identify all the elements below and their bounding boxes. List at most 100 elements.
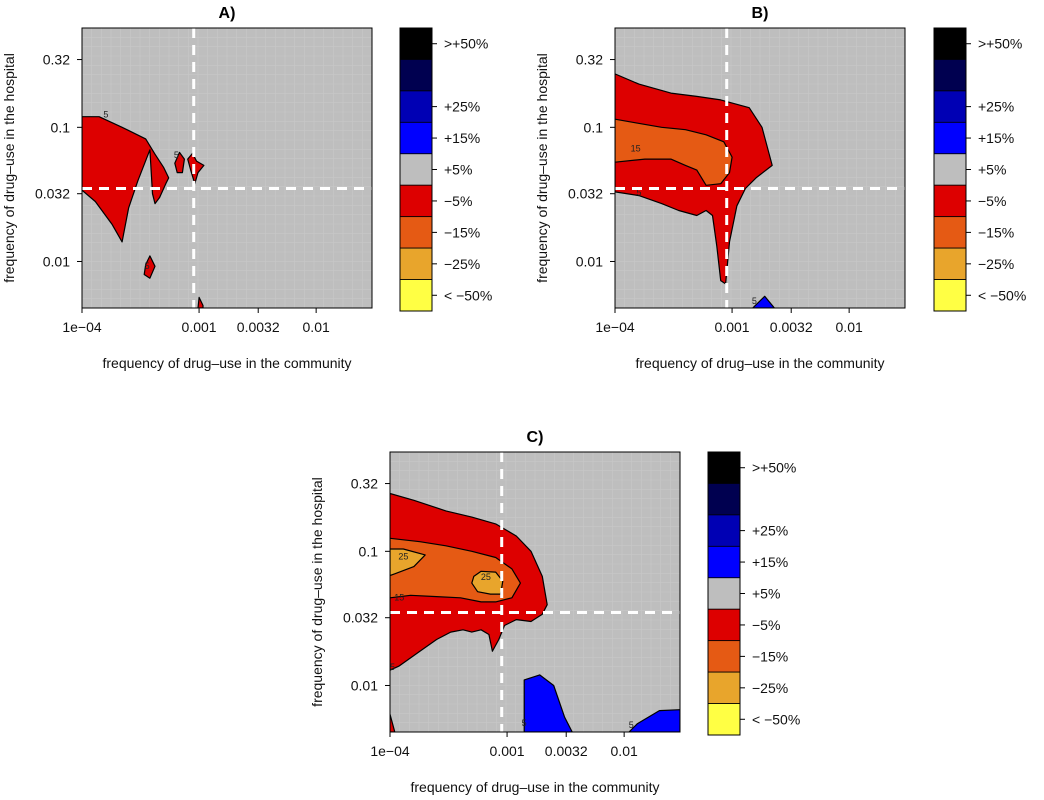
color-key-label: +5% [444, 162, 472, 178]
contour-label: 5 [522, 718, 527, 728]
contour-region [615, 118, 733, 186]
y-tick-label: 0.032 [35, 186, 70, 202]
color-key-swatch [933, 27, 967, 60]
contour-label: 5 [752, 296, 757, 306]
contour-label: 15 [631, 144, 641, 154]
color-key-label: >+50% [444, 36, 488, 52]
color-key-label: −5% [444, 193, 472, 209]
color-key-label: >+50% [752, 460, 796, 476]
color-key-swatch [399, 184, 433, 218]
grid-texture [82, 28, 372, 308]
color-key-swatch [933, 59, 967, 92]
color-key-swatch [707, 671, 741, 704]
color-key-swatch [707, 483, 741, 516]
color-key-swatch [399, 59, 433, 92]
x-tick-label: 0.001 [715, 319, 750, 335]
contour-label: 15 [394, 592, 404, 602]
color-key-label: −15% [978, 224, 1014, 240]
color-key-swatch [933, 184, 967, 218]
color-key-label: +25% [752, 523, 788, 539]
color-key-label: −15% [752, 648, 788, 664]
color-key-swatch [707, 577, 741, 610]
y-tick-label: 0.1 [359, 543, 379, 559]
contour-regions: 5 5 5 [82, 110, 205, 308]
color-key-label: −25% [444, 256, 480, 272]
panel-title: B) [752, 5, 769, 22]
contour-region [390, 713, 396, 732]
y-tick-label: 0.32 [576, 52, 603, 68]
contour-label: 5 [390, 662, 395, 672]
x-tick-label: 0.0032 [237, 319, 280, 335]
color-key-swatch [399, 121, 433, 155]
color-key-swatch [399, 153, 433, 186]
color-key-label: +5% [978, 162, 1006, 178]
y-axis-label: frequency of drug–use in the hospital [534, 53, 550, 283]
color-key-swatch [399, 279, 433, 312]
x-tick-label: 0.001 [182, 319, 217, 335]
panel-a: 5 5 5 A) 1e−04 0.001 0.0032 0.01 0.01 0.032 0.1 0.3… [1, 5, 492, 371]
x-tick-label: 0.0032 [545, 743, 588, 759]
x-tick-label: 1e−04 [595, 319, 635, 335]
color-key: >+50% +25% +15% +5% −5% −15% −25% < −50% [399, 27, 492, 312]
contour-region [628, 709, 680, 732]
contour-region [197, 296, 204, 308]
x-tick-label: 0.01 [303, 319, 330, 335]
color-key-swatch [707, 514, 741, 547]
contour-label: 5 [636, 188, 641, 198]
color-key-label: +15% [444, 130, 480, 146]
color-key-label: +25% [444, 99, 480, 115]
color-key-swatch [933, 216, 967, 249]
x-tick-label: 0.01 [611, 743, 638, 759]
x-axis-label: frequency of drug–use in the community [410, 779, 659, 795]
color-key-swatch [399, 27, 433, 60]
color-key-swatch [933, 153, 967, 186]
contour-label: 25 [398, 551, 408, 561]
color-key-frame [399, 27, 433, 312]
contour-regions: 25 25 15 5 5 5 [390, 492, 680, 732]
color-key-label: −25% [752, 680, 788, 696]
color-key-label: −15% [444, 224, 480, 240]
contour-label: 5 [145, 261, 150, 271]
color-key-frame [933, 27, 967, 312]
color-key-swatch [707, 703, 741, 736]
x-axis-label: frequency of drug–use in the community [635, 355, 884, 371]
y-axis-label: frequency of drug–use in the hospital [1, 53, 17, 283]
contour-region [752, 295, 776, 308]
color-key-label: +15% [752, 554, 788, 570]
y-tick-label: 0.01 [576, 253, 603, 269]
color-key-swatch [707, 545, 741, 579]
contour-region [523, 674, 573, 732]
plot-frame [614, 27, 906, 309]
color-key-swatch [707, 451, 741, 484]
y-axis-label: frequency of drug–use in the hospital [309, 477, 325, 707]
contour-label: 5 [103, 110, 108, 120]
plot-frame [81, 27, 373, 309]
contour-region [390, 548, 426, 577]
plot-frame [389, 451, 681, 733]
color-key-label: −25% [978, 256, 1014, 272]
y-tick-label: 0.032 [568, 186, 603, 202]
color-key-label: −5% [978, 193, 1006, 209]
contour-label: 5 [174, 150, 179, 160]
contour-label: 5 [629, 720, 634, 730]
color-key-label: < −50% [444, 287, 492, 303]
y-tick-label: 0.1 [51, 119, 71, 135]
color-key-frame [707, 451, 741, 736]
y-tick-label: 0.32 [43, 52, 70, 68]
panel-title: C) [527, 429, 544, 446]
color-key-label: +25% [978, 99, 1014, 115]
color-key: >+50% +25% +15% +5% −5% −15% −25% < −50% [707, 451, 800, 736]
color-key-swatch [399, 90, 433, 123]
color-key-label: +5% [752, 586, 780, 602]
x-tick-label: 0.01 [836, 319, 863, 335]
x-axis-label: frequency of drug–use in the community [102, 355, 351, 371]
y-tick-label: 0.32 [351, 476, 378, 492]
color-key-swatch [933, 279, 967, 312]
color-key-label: −5% [752, 617, 780, 633]
panel-title: A) [219, 5, 236, 22]
x-tick-label: 0.001 [490, 743, 525, 759]
